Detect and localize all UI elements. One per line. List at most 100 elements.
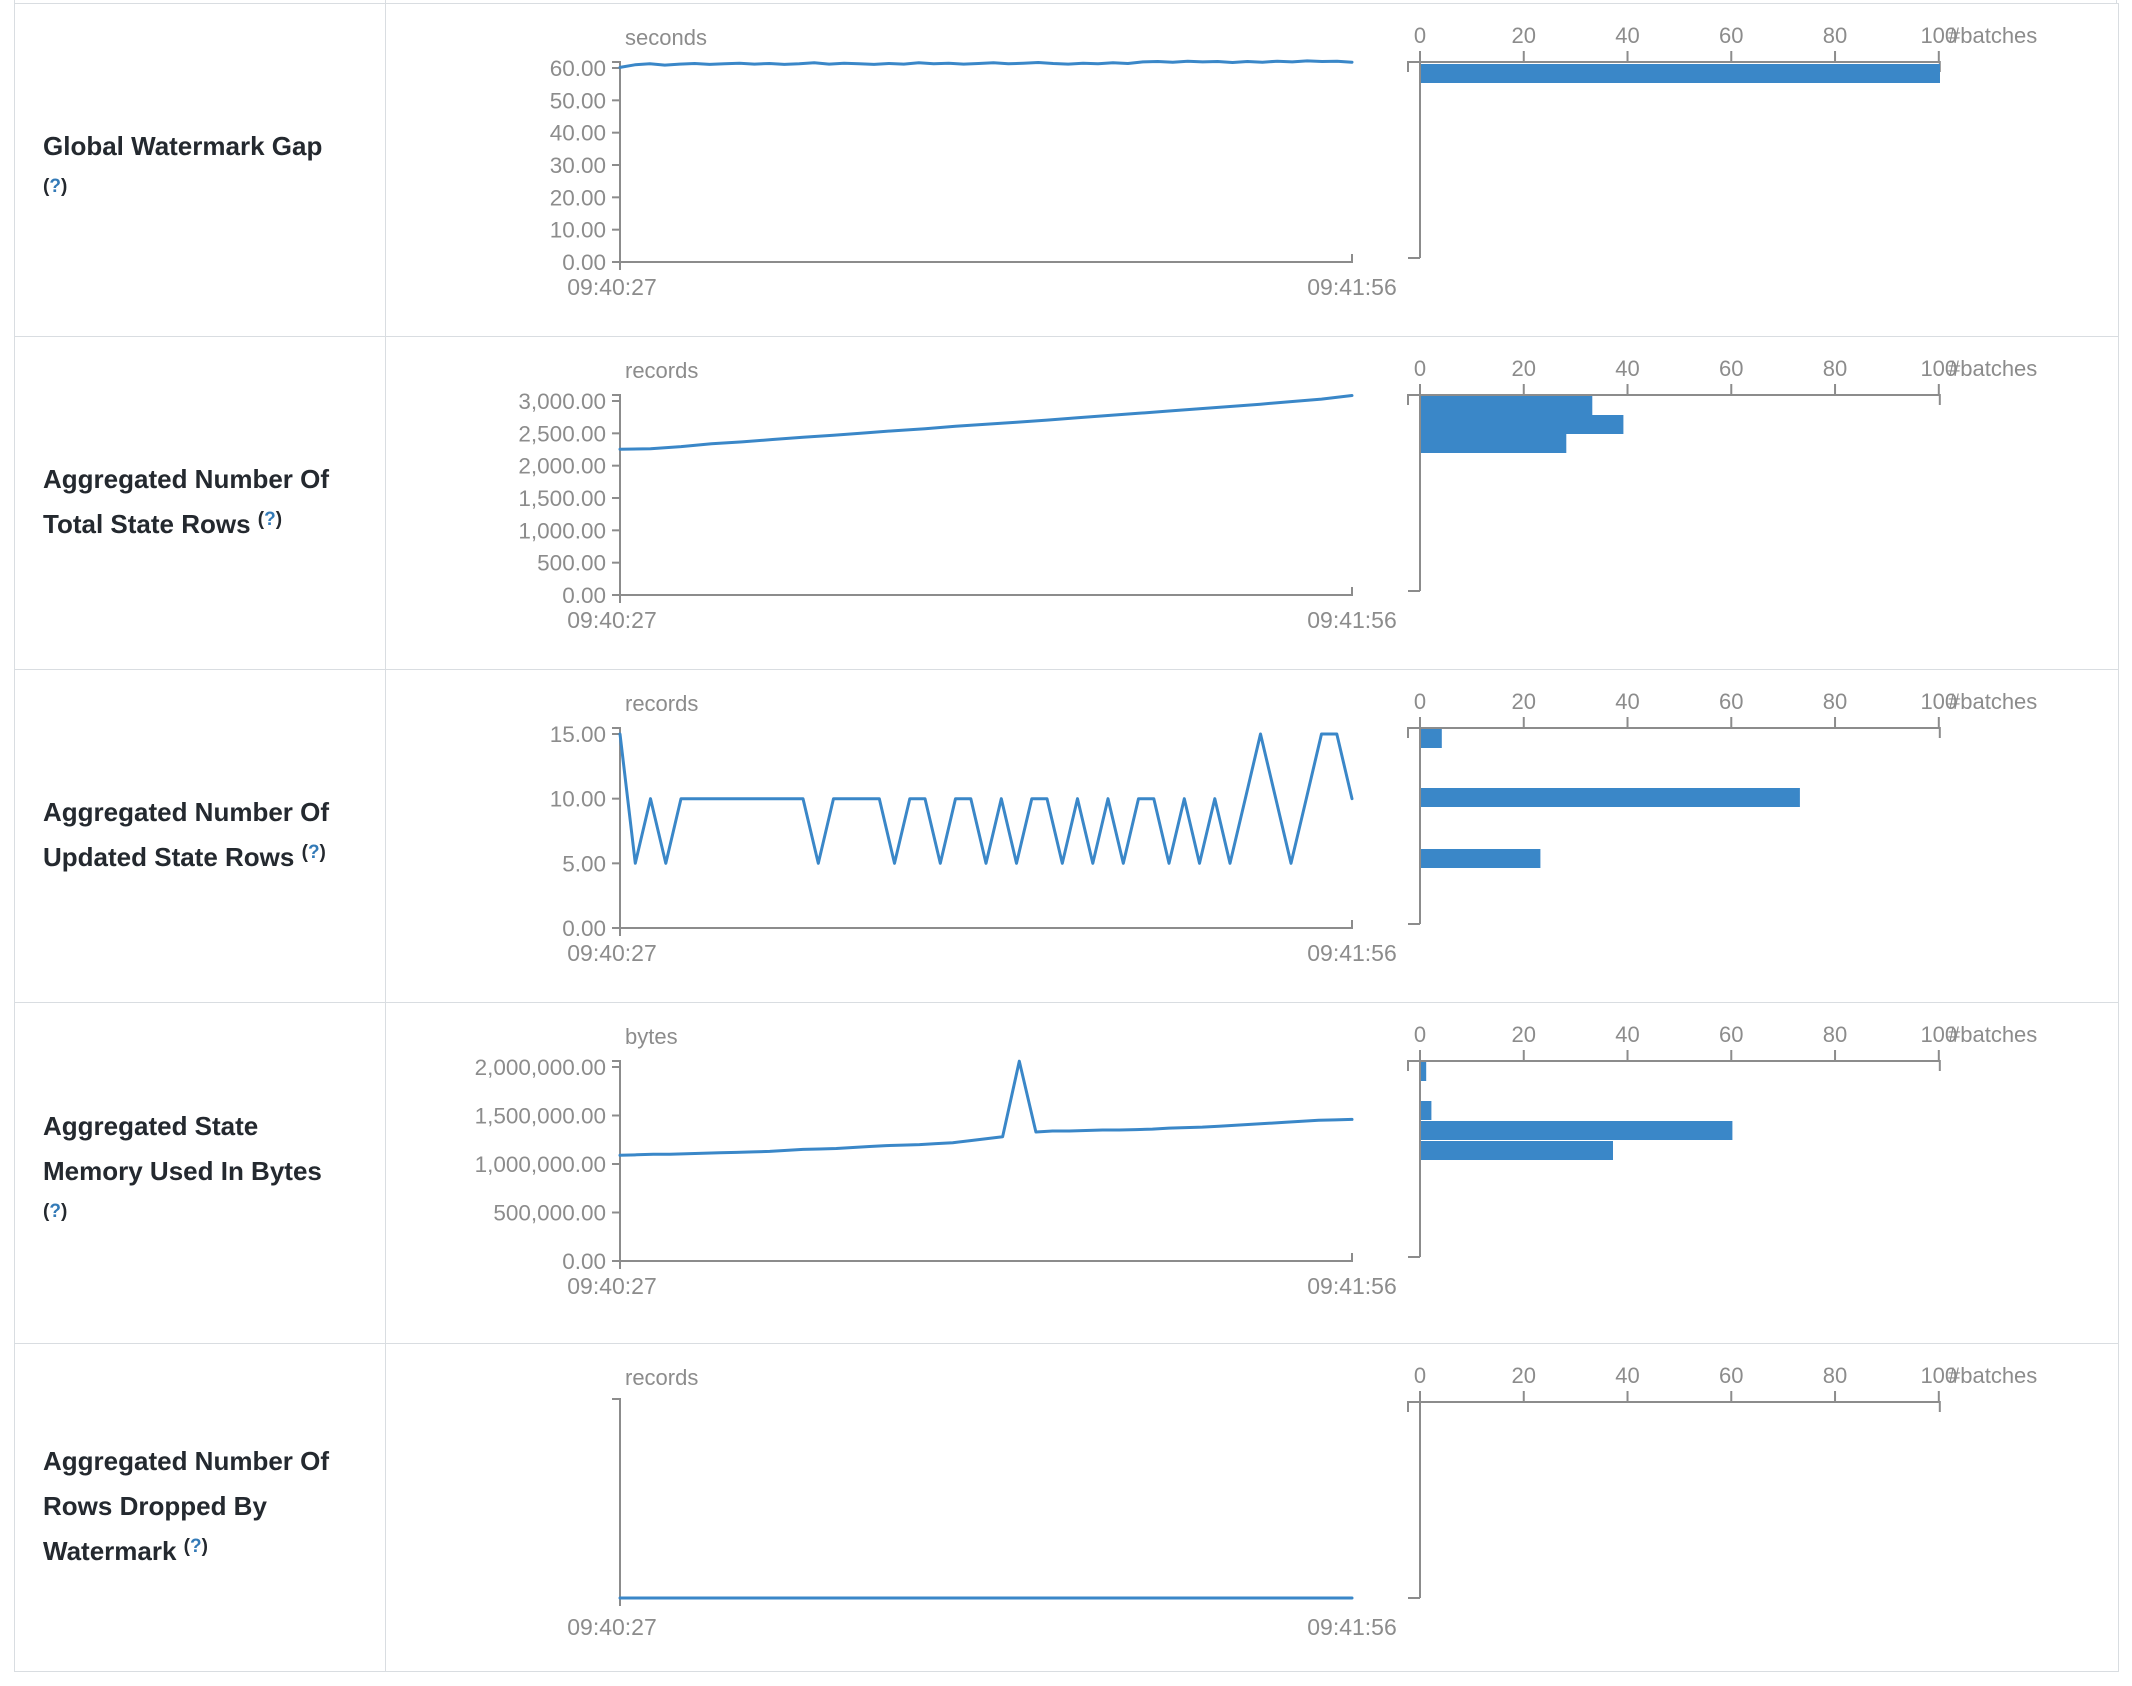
histogram-tick-label: 40: [1615, 356, 1639, 381]
histogram-tick-label: 80: [1823, 1363, 1847, 1388]
time-end-label: 09:41:56: [1307, 1273, 1397, 1299]
question-mark-icon: ?: [190, 1535, 202, 1557]
y-tick-label: 0.00: [562, 916, 606, 941]
histogram-bar: [1421, 1062, 1427, 1081]
y-tick-label: 50.00: [550, 88, 606, 113]
histogram-x-axis: [1407, 1401, 1941, 1412]
timeline-x-axis: [620, 587, 1353, 596]
timeline-histogram-chart: records 3,000.00 2,500.00 2,000.00 1,500.00 1…: [518, 356, 2037, 633]
y-tick-label: 20.00: [550, 185, 606, 210]
timeline-y-axis: [612, 1398, 621, 1606]
question-mark-icon: ?: [49, 1201, 61, 1222]
y-tick-label: 3,000.00: [518, 389, 606, 414]
y-tick-label: 2,000.00: [518, 454, 606, 479]
time-start-label: 09:40:27: [567, 940, 657, 966]
histogram-bar: [1421, 415, 1624, 434]
help-link[interactable]: (?): [257, 508, 283, 530]
y-tick-label: 500,000.00: [493, 1201, 606, 1226]
histogram-tick-label: 0: [1414, 356, 1426, 381]
timeline-x-axis: [620, 254, 1353, 263]
y-tick-label: 1,500,000.00: [475, 1104, 606, 1129]
histogram-tick-label: 80: [1823, 23, 1847, 48]
histogram-tick-label: 100: [1920, 356, 1957, 381]
timeline-line: [618, 394, 1354, 451]
y-tick-label: 0.00: [562, 250, 606, 275]
histogram-tick-label: 100: [1920, 23, 1957, 48]
histogram-y-axis: [1408, 1061, 1421, 1258]
histogram-tick-label: 40: [1615, 23, 1639, 48]
time-end-label: 09:41:56: [1307, 607, 1397, 633]
histogram-tick-label: 100: [1920, 1022, 1957, 1047]
metric-label-cell: Aggregated Number Of Rows Dropped By Wat…: [15, 1344, 386, 1671]
y-tick-label: 15.00: [550, 722, 606, 747]
y-tick-label: 1,000.00: [518, 518, 606, 543]
help-link[interactable]: (?): [43, 175, 68, 197]
y-tick-label: 5.00: [562, 851, 606, 876]
metric-label: Aggregated State Memory Used In Bytes (?…: [15, 1104, 348, 1242]
histogram-bar: [1421, 788, 1800, 807]
time-start-label: 09:40:27: [567, 1273, 657, 1299]
y-tick-label: 2,000,000.00: [475, 1055, 606, 1080]
time-start-label: 09:40:27: [567, 274, 657, 300]
y-tick-label: 10.00: [550, 787, 606, 812]
help-link[interactable]: (?): [43, 1201, 68, 1222]
unit-label: records: [625, 1365, 698, 1390]
histogram-tick-label: 20: [1512, 356, 1536, 381]
histogram-tick-label: 20: [1512, 23, 1536, 48]
y-tick-label: 1,000,000.00: [475, 1152, 606, 1177]
histogram-bar: [1421, 729, 1442, 748]
metric-row: Aggregated Number Of Rows Dropped By Wat…: [15, 1343, 2118, 1671]
help-link[interactable]: (?): [183, 1535, 208, 1557]
y-tick-label: 1,500.00: [518, 486, 606, 511]
histogram-bar: [1421, 849, 1541, 868]
histogram-tick-label: 60: [1719, 1022, 1743, 1047]
streaming-metrics-table: Global Watermark Gap (?) seconds 60.00 50.0…: [14, 3, 2119, 1672]
help-link[interactable]: (?): [301, 841, 326, 863]
metric-label-text: Aggregated Number Of Total State Rows: [43, 463, 330, 539]
histogram-tick-label: 60: [1719, 1363, 1743, 1388]
unit-label: records: [625, 691, 698, 716]
batches-unit-label: #batches: [1948, 689, 2037, 714]
batches-unit-label: #batches: [1948, 1022, 2037, 1047]
metric-label-cell: Aggregated Number Of Total State Rows (?…: [15, 337, 386, 669]
y-tick-label: 40.00: [550, 121, 606, 146]
metric-row: Global Watermark Gap (?) seconds 60.00 50.0…: [15, 3, 2118, 336]
histogram-tick-label: 80: [1823, 1022, 1847, 1047]
histogram-tick-label: 40: [1615, 1022, 1639, 1047]
histogram-tick-label: 80: [1823, 356, 1847, 381]
histogram-tick-label: 100: [1920, 689, 1957, 714]
histogram-bar: [1421, 1141, 1613, 1160]
batches-unit-label: #batches: [1948, 356, 2037, 381]
batches-unit-label: #batches: [1948, 23, 2037, 48]
metric-label-cell: Global Watermark Gap (?): [15, 4, 386, 336]
metric-label-cell: Aggregated Number Of Updated State Rows …: [15, 670, 386, 1002]
histogram-tick-label: 80: [1823, 689, 1847, 714]
y-tick-label: 0.00: [562, 1249, 606, 1274]
histogram-tick-label: 20: [1512, 1363, 1536, 1388]
timeline-x-axis: [620, 1253, 1353, 1262]
histogram-tick-label: 60: [1719, 356, 1743, 381]
y-tick-label: 0.00: [562, 583, 606, 608]
metric-label-text: Aggregated State Memory Used In Bytes: [43, 1111, 322, 1186]
y-tick-label: 500.00: [537, 551, 606, 576]
metric-row: Aggregated Number Of Total State Rows (?…: [15, 336, 2118, 669]
question-mark-icon: ?: [307, 841, 320, 863]
question-mark-icon: ?: [264, 508, 276, 530]
histogram-y-axis: [1408, 62, 1421, 259]
timeline-y-axis: [612, 394, 621, 603]
histogram-tick-label: 40: [1615, 689, 1639, 714]
timeline-histogram-chart: bytes 2,000,000.00 1,500,000.00 1,000,000.0…: [475, 1022, 2038, 1299]
time-end-label: 09:41:56: [1307, 1614, 1397, 1640]
metric-label-cell: Aggregated State Memory Used In Bytes (?…: [15, 1003, 386, 1343]
unit-label: bytes: [625, 1024, 678, 1049]
divider-sliver-right: [2116, 0, 2117, 3]
y-tick-label: 30.00: [550, 153, 606, 178]
histogram-y-axis: [1408, 395, 1421, 592]
histogram-bar: [1421, 396, 1593, 415]
histogram-y-axis: [1408, 1402, 1421, 1599]
timeline-y-axis: [612, 1060, 621, 1269]
question-mark-icon: ?: [49, 175, 61, 197]
histogram-y-axis: [1408, 728, 1421, 925]
timeline-x-axis: [620, 920, 1353, 929]
